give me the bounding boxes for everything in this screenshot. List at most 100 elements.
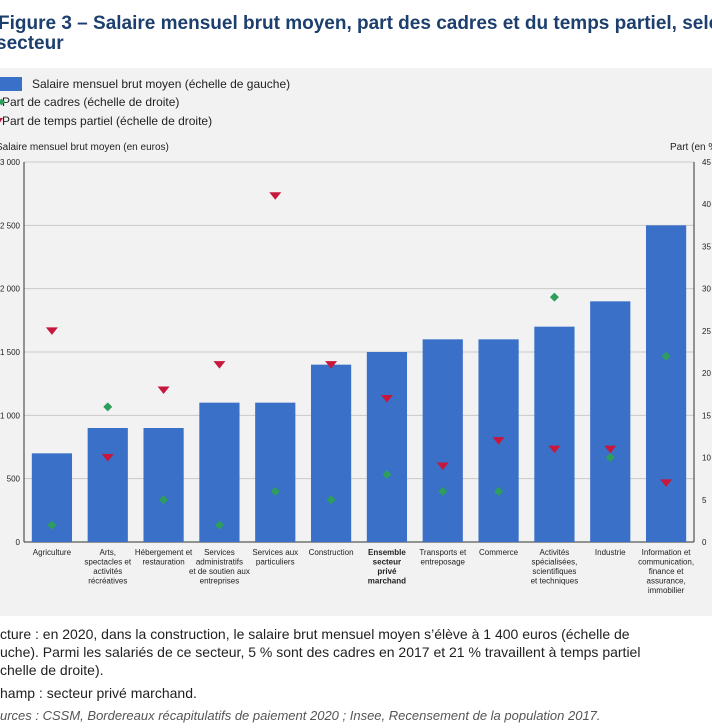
cadres-diamond-marker <box>47 520 57 530</box>
bar <box>366 352 408 542</box>
cadres-diamond-marker <box>494 486 504 496</box>
category-labels: Agriculture Arts, spectacles et activités ré… <box>33 548 694 595</box>
cadres-diamond-marker <box>159 495 169 505</box>
figure-title-line1: Figure 3 – Salaire mensuel brut moyen, p… <box>0 13 712 34</box>
cadres-diamond-marker <box>270 486 280 496</box>
category-label-line: communication, <box>638 558 694 567</box>
figure-title-line2: secteur <box>0 33 64 54</box>
category-label-line: Commerce <box>479 548 519 557</box>
legend-cadres-diamond <box>0 98 5 106</box>
temps-partiel-triangle-marker <box>436 462 449 470</box>
category-label: Ensemble secteur privé marchand <box>368 548 407 586</box>
bar <box>534 326 575 542</box>
temps-partiel-triangle-marker <box>45 327 58 335</box>
category-label-line: Activités <box>540 548 570 557</box>
lecture-line-1: cture : en 2020, dans la construction, l… <box>0 626 630 642</box>
right-tick-label: 15 <box>702 411 711 420</box>
sources-note: urces : CSSM, Bordereaux récapitulatifs … <box>0 708 601 723</box>
category-label-line: récréatives <box>88 577 127 586</box>
left-tick-label: 2 500 <box>0 221 21 230</box>
category-label: Services aux particuliers <box>252 548 298 567</box>
left-tick-label: 3 000 <box>0 158 21 167</box>
lecture-line-2: uche). Parmi les salariés de ce secteur,… <box>0 644 641 660</box>
cadres-diamond-marker <box>326 495 336 505</box>
bar <box>310 364 352 542</box>
legend-bar-swatch <box>0 77 22 91</box>
temps-partiel-triangle-marker <box>660 479 673 487</box>
category-label-line: et techniques <box>531 577 579 586</box>
category-label-line: immobilier <box>648 586 685 595</box>
right-tick-label: 5 <box>702 496 707 505</box>
category-label-line: Industrie <box>595 548 626 557</box>
temps-partiel-triangle-marker <box>380 394 393 403</box>
category-label-line: Arts, <box>100 548 116 557</box>
cadres-diamond-marker <box>103 402 113 412</box>
category-label-line: secteur <box>373 558 401 567</box>
category-label: Activités spécialisées, scientifiques et te… <box>531 548 579 586</box>
temps-partiel-triangle-marker <box>269 192 282 200</box>
legend-markers <box>0 98 5 123</box>
champ-note: hamp : secteur privé marchand. <box>0 685 197 701</box>
category-label-line: finance et <box>649 567 684 576</box>
right-tick-label: 25 <box>702 327 711 336</box>
left-tick-label: 0 <box>16 538 21 547</box>
left-axis-label: Salaire mensuel brut moyen (en euros) <box>0 142 169 153</box>
temps-partiel-triangle-marker <box>213 361 226 369</box>
category-label-line: particuliers <box>256 558 295 567</box>
bar <box>590 301 631 542</box>
left-tick-label: 2 000 <box>0 285 21 294</box>
category-label: Hébergement et restauration <box>135 548 193 567</box>
category-label-line: entreposage <box>421 558 466 567</box>
category-label-line: spécialisées, <box>532 558 578 567</box>
category-label-line: administratifs <box>196 558 243 567</box>
category-label-line: spectacles et <box>84 558 131 567</box>
legend-cadres-label: Part de cadres (échelle de droite) <box>2 95 180 109</box>
temps-partiel-triangle-marker <box>101 454 114 462</box>
right-tick-label: 35 <box>702 242 711 251</box>
right-tick-label: 10 <box>702 454 711 463</box>
cadres-diamond-marker <box>438 486 448 496</box>
category-label-line: et de soutien aux <box>189 567 250 576</box>
category-label-line: Transports et <box>419 548 467 557</box>
category-label-line: restauration <box>142 558 184 567</box>
left-tick-label: 500 <box>7 475 21 484</box>
category-label-line: Construction <box>309 548 354 557</box>
legend-temps-partiel-triangle <box>0 118 3 123</box>
temps-partiel-triangle-marker <box>325 361 338 369</box>
category-label-line: Ensemble <box>368 548 406 557</box>
category-label-line: scientifiques <box>532 567 576 576</box>
markers <box>45 192 673 530</box>
temps-partiel-triangle-marker <box>157 386 170 394</box>
bar <box>143 428 184 542</box>
cadres-diamond-marker <box>382 469 392 479</box>
category-label-line: assurance, <box>647 577 686 586</box>
category-label: Agriculture <box>33 548 72 557</box>
right-tick-label: 0 <box>702 538 707 547</box>
axes: 0 500 1 000 1 500 2 000 2 500 3 000 0 5 10 15 20 25 3… <box>0 158 711 547</box>
category-label: Industrie <box>595 548 626 557</box>
category-label-line: activités <box>93 567 122 576</box>
temps-partiel-triangle-marker <box>548 445 561 454</box>
left-tick-label: 1 000 <box>0 411 21 420</box>
bars <box>31 225 687 543</box>
lecture-line-3: chelle de droite). <box>0 662 104 678</box>
category-label-line: Information et <box>642 548 692 557</box>
category-label: Construction <box>309 548 354 557</box>
bar <box>422 339 463 542</box>
category-label: Arts, spectacles et activités récréatives <box>84 548 131 586</box>
temps-partiel-triangle-marker <box>492 437 505 445</box>
bar <box>199 402 240 542</box>
legend-bars-label: Salaire mensuel brut moyen (échelle de g… <box>32 77 291 91</box>
right-tick-label: 30 <box>702 285 711 294</box>
right-axis-label: Part (en %) <box>670 142 712 153</box>
category-label-line: Services <box>204 548 235 557</box>
category-label-line: Services aux <box>252 548 298 557</box>
legend-temps-partiel-label: Part de temps partiel (échelle de droite… <box>2 114 213 128</box>
right-tick-label: 45 <box>702 158 711 167</box>
category-label: Information et communication, finance et as… <box>638 548 694 595</box>
left-tick-label: 1 500 <box>0 348 21 357</box>
category-label-line: Hébergement et <box>135 548 193 557</box>
cadres-diamond-marker <box>549 292 559 302</box>
right-tick-label: 20 <box>702 369 711 378</box>
